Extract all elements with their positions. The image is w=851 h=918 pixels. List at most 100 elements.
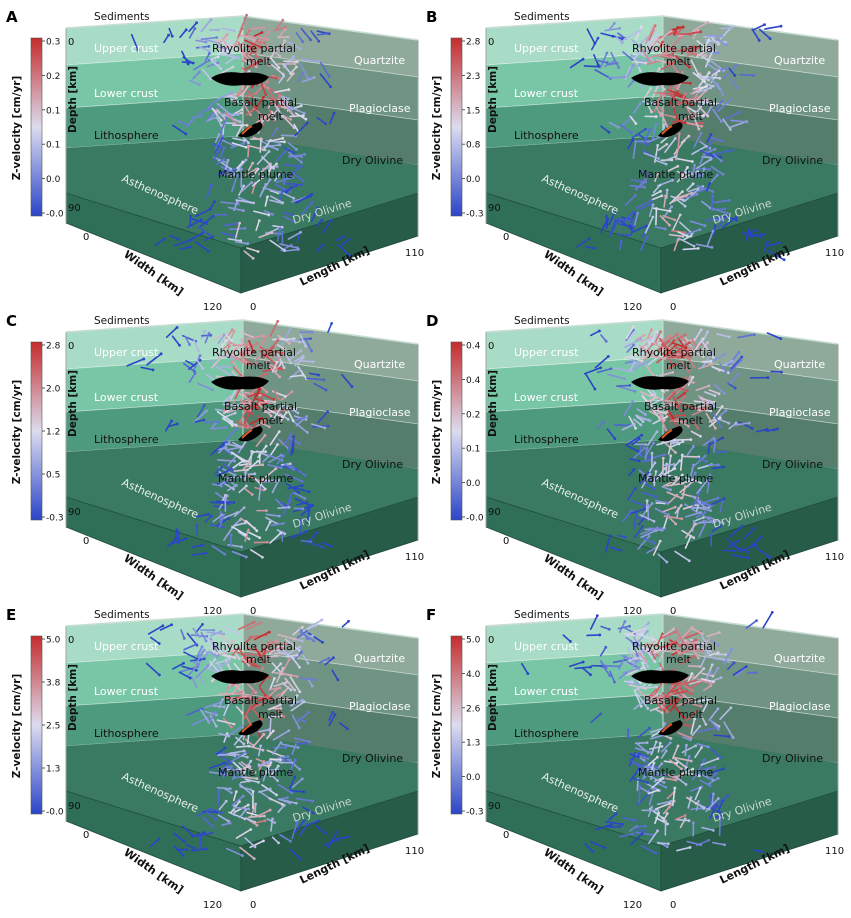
velocity-arrowhead <box>278 375 282 379</box>
velocity-arrow <box>608 76 626 79</box>
velocity-arrow <box>692 116 700 130</box>
velocity-arrow <box>217 92 233 100</box>
velocity-arrowhead <box>301 625 304 629</box>
velocity-arrowhead <box>298 767 302 771</box>
velocity-arrowhead <box>257 387 261 391</box>
velocity-arrowhead <box>266 80 270 84</box>
velocity-arrow <box>691 145 708 155</box>
velocity-arrow <box>626 434 643 446</box>
velocity-arrow <box>626 64 634 79</box>
velocity-arrow <box>696 47 711 58</box>
velocity-arrowhead <box>640 359 644 363</box>
velocity-arrowhead <box>306 661 310 665</box>
velocity-arrowhead <box>296 411 300 415</box>
velocity-arrow <box>217 789 220 806</box>
velocity-arrow <box>671 414 685 417</box>
velocity-arrowhead <box>690 672 694 676</box>
velocity-arrowhead <box>347 619 350 623</box>
velocity-arrowhead <box>680 517 684 521</box>
velocity-arrow <box>712 224 717 236</box>
velocity-arrow <box>756 547 771 559</box>
velocity-arrow <box>667 391 676 401</box>
rhyolite-label-line2: melt <box>246 653 272 666</box>
velocity-arrow <box>764 25 782 30</box>
velocity-arrowhead <box>276 779 279 783</box>
velocity-arrow <box>670 35 683 49</box>
velocity-arrowhead <box>644 824 647 828</box>
velocity-arrow <box>246 92 257 97</box>
velocity-arrowhead <box>237 657 241 660</box>
velocity-arrow <box>240 331 254 339</box>
colorbar-tick-label: 0.5 <box>46 471 60 481</box>
velocity-arrowhead <box>308 503 312 507</box>
velocity-arrow <box>639 349 655 360</box>
velocity-arrowhead <box>298 518 302 522</box>
velocity-arrow <box>624 338 642 349</box>
velocity-arrowhead <box>207 249 210 253</box>
velocity-arrow <box>705 805 719 808</box>
velocity-arrowhead <box>644 180 648 184</box>
velocity-arrow <box>639 391 651 397</box>
velocity-arrowhead <box>637 667 641 670</box>
velocity-arrowhead <box>719 756 723 759</box>
velocity-arrowhead <box>247 537 251 541</box>
velocity-arrowhead <box>706 330 709 334</box>
velocity-arrowhead <box>718 416 722 420</box>
velocity-arrowhead <box>661 456 665 460</box>
velocity-arrow <box>238 353 248 365</box>
velocity-arrow <box>210 442 225 456</box>
velocity-arrow <box>679 454 684 471</box>
velocity-arrow <box>279 94 290 100</box>
rhyolite-label-line2: melt <box>666 359 692 372</box>
velocity-arrowhead <box>620 41 624 45</box>
velocity-arrowhead <box>631 832 635 836</box>
velocity-arrowhead <box>316 206 320 210</box>
velocity-arrowhead <box>704 722 708 726</box>
velocity-arrow <box>193 410 208 423</box>
velocity-arrowhead <box>729 26 732 30</box>
velocity-arrow <box>667 165 679 172</box>
lower-crust-label: Lower crust <box>514 391 579 404</box>
velocity-arrowhead <box>710 246 714 249</box>
velocity-arrow <box>277 506 290 509</box>
velocity-arrow <box>282 163 299 167</box>
velocity-arrowhead <box>204 847 208 851</box>
velocity-arrowhead <box>689 234 693 238</box>
velocity-arrow <box>287 410 294 422</box>
velocity-arrow <box>222 481 235 490</box>
velocity-arrow <box>191 544 204 548</box>
velocity-arrow <box>293 355 304 363</box>
velocity-arrowhead <box>648 394 652 398</box>
velocity-arrowhead <box>708 181 712 185</box>
velocity-arrow <box>712 218 724 222</box>
velocity-arrow <box>199 215 214 228</box>
velocity-arrowhead <box>733 74 737 77</box>
velocity-arrowhead <box>250 412 254 416</box>
velocity-arrowhead <box>675 475 678 479</box>
velocity-arrowhead <box>235 631 239 635</box>
velocity-arrowhead <box>224 338 228 342</box>
velocity-arrowhead <box>659 189 662 193</box>
velocity-arrowhead <box>263 41 267 45</box>
velocity-arrow <box>227 206 245 212</box>
velocity-arrowhead <box>292 55 296 59</box>
velocity-arrow <box>276 353 285 369</box>
velocity-arrowhead <box>654 495 658 499</box>
velocity-arrowhead <box>242 209 245 213</box>
velocity-arrowhead <box>595 614 599 618</box>
velocity-arrowhead <box>289 118 293 121</box>
velocity-arrowhead <box>268 520 272 524</box>
velocity-arrowhead <box>293 688 297 692</box>
velocity-arrowhead <box>249 828 253 831</box>
velocity-arrowhead <box>197 349 201 353</box>
velocity-arrowhead <box>227 819 230 823</box>
velocity-arrowhead <box>204 639 208 643</box>
velocity-arrowhead <box>714 102 718 106</box>
velocity-arrow <box>341 373 353 388</box>
velocity-arrowhead <box>262 732 266 736</box>
velocity-arrow <box>315 219 323 227</box>
velocity-arrowhead <box>720 218 724 221</box>
velocity-arrowhead <box>652 48 656 52</box>
velocity-arrowhead <box>693 679 696 682</box>
